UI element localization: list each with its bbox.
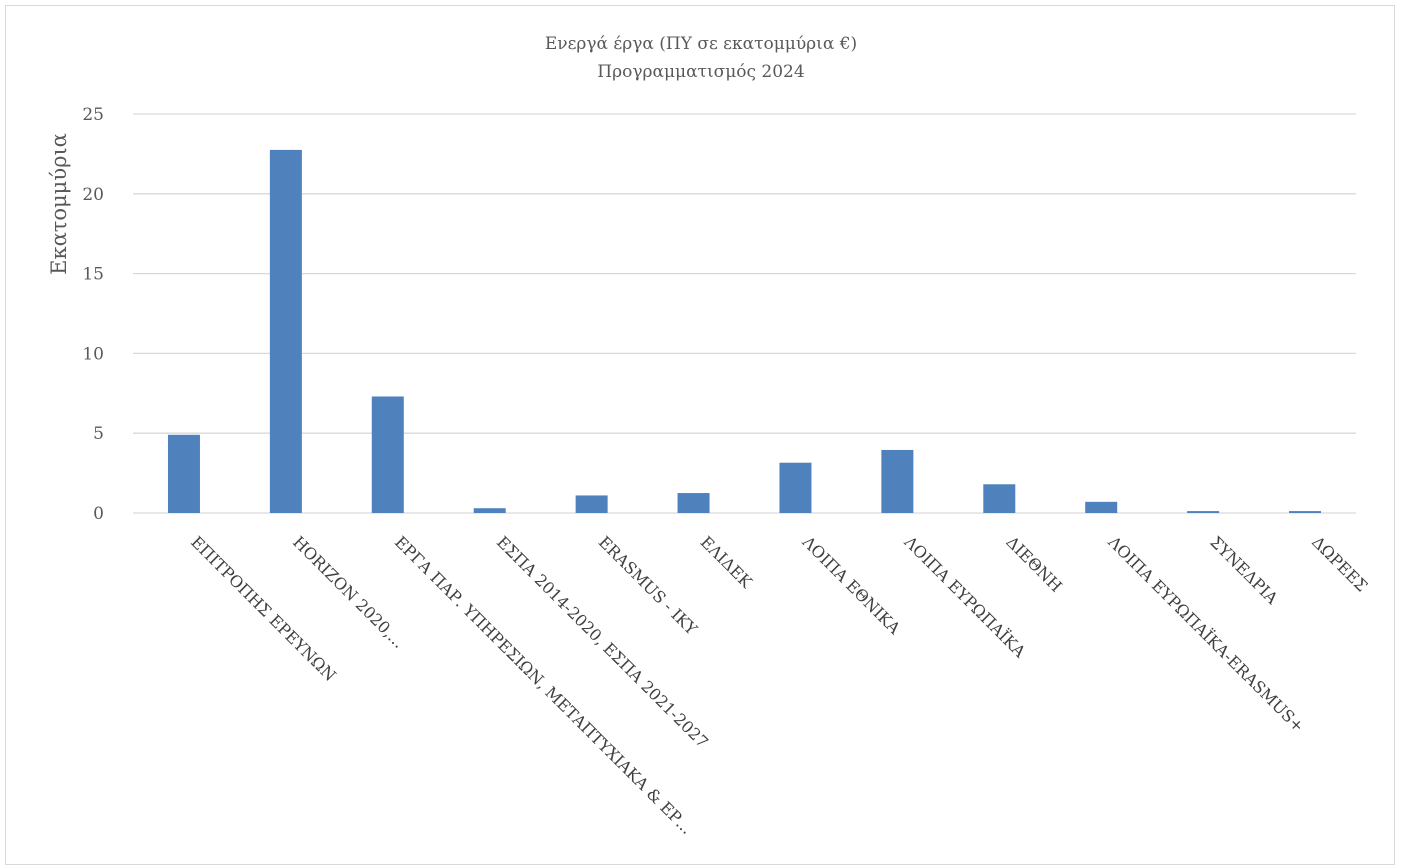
bar: [575, 495, 608, 513]
x-category-label: ΣΥΝΕΔΡΙΑ: [1206, 532, 1282, 608]
x-category-label: ΛΟΙΠΑ ΕΘΝΙΚΑ: [798, 532, 905, 639]
bar: [269, 149, 302, 513]
bar: [1289, 511, 1322, 513]
x-category-label: ΕΛΙΔΕΚ: [697, 532, 757, 592]
x-category-label: ΛΟΙΠΑ ΕΥΡΩΠΑΪΚΑ-ERASMUS+: [1104, 531, 1309, 736]
x-category-label: ΔΩΡΕΕΣ: [1308, 532, 1371, 595]
bar: [1085, 501, 1118, 513]
bar: [473, 508, 506, 513]
y-tick-label: 20: [82, 185, 104, 205]
y-tick-label: 25: [82, 105, 104, 125]
y-tick-label: 10: [82, 344, 104, 364]
chart-frame: [5, 5, 1395, 865]
bar: [779, 462, 812, 513]
bars: [167, 149, 1322, 513]
bar: [167, 434, 200, 513]
y-axis-ticks: 0 5 10 15 20 25: [82, 105, 104, 524]
y-axis-title: Εκατομμύρια: [47, 133, 71, 275]
bar: [1187, 511, 1220, 513]
chart-title: Ενεργά έργα (ΠΥ σε εκατομμύρια €): [545, 34, 857, 54]
y-tick-label: 15: [82, 265, 104, 285]
y-tick-label: 5: [93, 424, 104, 444]
x-category-label: ΕΣΠΑ 2014-2020, ΕΣΠΑ 2021-2027: [493, 532, 712, 751]
x-category-label: ΔΙΕΘΝΗ: [1002, 532, 1065, 595]
x-category-label: ERASMUS - IKY: [595, 532, 701, 638]
bar: [983, 484, 1016, 513]
chart-subtitle: Προγραμματισμός 2024: [597, 62, 804, 82]
bar: [881, 449, 914, 513]
gridlines: [133, 113, 1356, 514]
bar: [371, 396, 404, 513]
bar: [677, 493, 710, 513]
y-tick-label: 0: [93, 504, 104, 524]
x-category-label: HORIZON 2020,...: [289, 532, 408, 651]
